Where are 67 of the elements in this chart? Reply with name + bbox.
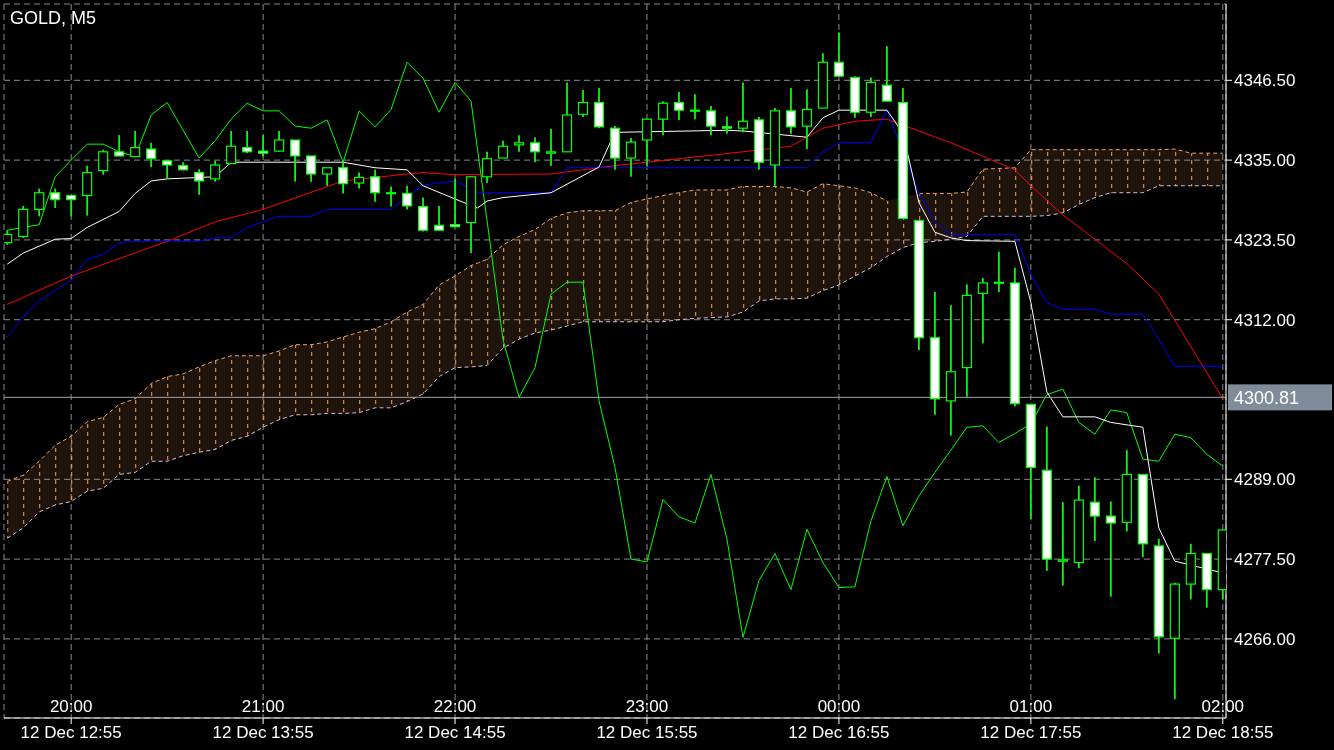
x2-tick-label: 22:00: [433, 697, 477, 716]
candlestick: [385, 185, 397, 208]
candlestick: [529, 136, 541, 164]
candlestick: [50, 187, 61, 209]
candlestick: [641, 118, 653, 167]
candlestick: [1057, 501, 1068, 587]
candlestick: [98, 148, 109, 176]
x-tick-label: 12 Dec 17:55: [980, 723, 1082, 743]
candlestick: [34, 187, 45, 218]
candlestick: [337, 161, 349, 195]
candlestick: [401, 184, 413, 211]
candlestick: [625, 137, 637, 178]
candlestick: [66, 194, 77, 218]
x2-tick-label: 02:00: [1201, 697, 1245, 716]
y-tick-label: 4312.00: [1234, 310, 1296, 330]
candlestick: [545, 128, 557, 167]
candlestick: [306, 155, 317, 183]
candlestick: [433, 205, 445, 232]
y-tick-label: 4346.50: [1234, 71, 1296, 91]
candlestick: [673, 91, 685, 121]
candlestick: [290, 139, 301, 183]
candlestick: [1105, 500, 1116, 598]
x-tick-label: 12 Dec 18:55: [1172, 723, 1274, 743]
candlestick: [162, 159, 173, 180]
candlestick: [1089, 476, 1100, 542]
candlestick: [833, 31, 845, 78]
candlestick: [258, 134, 269, 158]
candlestick: [449, 177, 461, 228]
y-tick-label: 4289.00: [1234, 470, 1296, 490]
candlestick: [977, 277, 988, 345]
chart-title: GOLD, M5: [10, 8, 97, 28]
candlestick: [993, 250, 1004, 293]
x-tick-label: 12 Dec 12:55: [20, 723, 122, 743]
x2-tick-label: 21:00: [241, 697, 285, 716]
candlestick: [114, 134, 125, 157]
x2-tick-label: 01:00: [1009, 697, 1053, 716]
y-tick-label: 4335.00: [1234, 151, 1296, 171]
x-tick-label: 12 Dec 15:55: [596, 723, 698, 743]
candlestick: [417, 196, 429, 233]
candlestick: [130, 130, 141, 158]
candlestick: [737, 81, 749, 134]
candlestick: [801, 88, 813, 150]
candlestick: [146, 141, 157, 168]
candlestick: [657, 100, 669, 137]
x-tick-label: 12 Dec 16:55: [788, 723, 890, 743]
candlestick: [881, 45, 893, 103]
candlestick: [210, 159, 221, 183]
candlestick: [721, 115, 733, 135]
y-tick-label: 4277.50: [1234, 550, 1296, 570]
candlestick: [82, 164, 93, 217]
candlestick: [194, 168, 205, 196]
candlestick: [226, 130, 237, 165]
x-tick-label: 12 Dec 13:55: [212, 723, 314, 743]
candlestick: [369, 168, 381, 203]
candlestick: [242, 130, 253, 155]
candlestick: [481, 150, 493, 184]
x2-tick-label: 20:00: [49, 697, 93, 716]
x2-tick-label: 23:00: [625, 697, 669, 716]
y-tick-label: 4323.50: [1234, 230, 1296, 250]
candlestick: [577, 89, 589, 118]
candlestick: [274, 130, 285, 153]
x-tick-label: 12 Dec 14:55: [404, 723, 506, 743]
candlestick: [321, 166, 333, 187]
y-tick-label: 4266.00: [1234, 629, 1296, 649]
ref-line-label: 4300.81: [1234, 388, 1300, 409]
candlestick: [689, 93, 701, 121]
x2-tick-label: 00:00: [817, 697, 861, 716]
